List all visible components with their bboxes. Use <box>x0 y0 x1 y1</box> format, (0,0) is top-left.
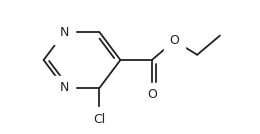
Text: N: N <box>60 26 69 39</box>
Text: O: O <box>170 34 179 47</box>
Text: O: O <box>147 88 157 101</box>
Text: N: N <box>60 81 69 94</box>
Text: Cl: Cl <box>93 113 106 126</box>
